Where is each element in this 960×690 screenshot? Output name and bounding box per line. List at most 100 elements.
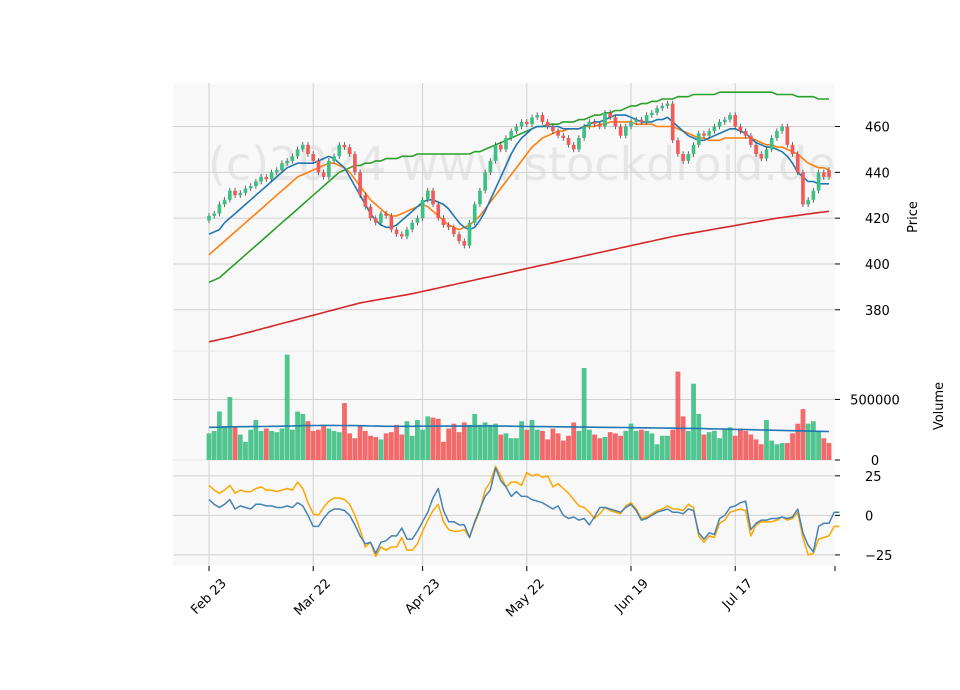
volume-bar (586, 429, 592, 460)
price-axis-title: Price (906, 201, 921, 233)
candle-up (426, 190, 430, 200)
candle-up (696, 133, 701, 145)
candle-down (561, 135, 566, 138)
volume-bar (805, 423, 811, 460)
candle-up (212, 213, 217, 216)
candle-up (811, 190, 816, 200)
candle-up (327, 160, 331, 177)
price-tick-label: 400 (865, 258, 890, 273)
candle-up (274, 170, 279, 173)
volume-bar (472, 413, 478, 460)
candle-down (613, 117, 618, 127)
volume-bar (639, 429, 644, 460)
oscillator-lines (208, 465, 840, 558)
candle-up (493, 144, 498, 161)
candle-down (785, 126, 790, 145)
volume-bar (717, 438, 722, 460)
volume-bar (461, 422, 467, 460)
volume-bar (362, 430, 368, 460)
candle-down (353, 154, 357, 173)
x-tick-label: Mar 22 (291, 576, 334, 619)
candle-up (603, 112, 607, 127)
candlesticks (207, 100, 831, 249)
price-tick-label: 380 (865, 304, 890, 319)
oscillator-line-osc_b (208, 467, 840, 555)
volume-bar (513, 438, 519, 460)
volume-tick-label: 0 (871, 454, 879, 469)
volume-bar (592, 434, 597, 460)
candle-up (285, 160, 289, 164)
volume-bar (237, 434, 243, 460)
candle-up (478, 190, 482, 205)
volume-bar (300, 413, 306, 460)
volume-bar (498, 434, 504, 460)
candle-up (623, 126, 628, 136)
candle-down (754, 144, 758, 155)
volume-bar (493, 423, 498, 460)
candle-up (717, 121, 722, 127)
candle-down (436, 204, 441, 219)
volume-bar (394, 424, 399, 460)
volume-bar (404, 421, 410, 460)
candle-down (431, 190, 435, 205)
candle-up (259, 176, 263, 182)
candle-down (702, 133, 706, 136)
candle-up (806, 199, 810, 205)
candle-up (665, 103, 670, 106)
volume-bar (581, 367, 587, 460)
volume-bar (305, 421, 311, 460)
volume-bar (331, 430, 337, 460)
candle-up (629, 121, 633, 127)
candle-down (384, 213, 388, 216)
volume-bar (779, 443, 785, 460)
volume-bar (284, 354, 290, 460)
x-tick-label: Apr 23 (402, 576, 443, 617)
volume-bar (279, 428, 285, 460)
volume-bar (420, 429, 426, 460)
ma-short-line (208, 114, 829, 235)
volume-bars (206, 354, 832, 460)
candle-up (332, 156, 336, 161)
candle-up (405, 229, 409, 237)
volume-bar (482, 422, 488, 460)
volume-bar (243, 441, 248, 460)
volume-bar (352, 438, 358, 460)
volume-bar (248, 429, 254, 460)
volume-bar (295, 411, 300, 460)
volume-bar (701, 434, 707, 460)
volume-bar (732, 435, 738, 460)
volume-bar (628, 423, 634, 460)
volume-bar (467, 424, 472, 460)
volume-bar (738, 428, 743, 460)
candle-up (780, 126, 784, 132)
volume-bar (347, 433, 353, 460)
volume-bar (388, 432, 394, 460)
volume-bar (321, 426, 327, 460)
candle-down (749, 135, 753, 145)
candle-up (483, 172, 487, 191)
candle-down (399, 234, 404, 237)
candle-down (540, 115, 545, 122)
volume-bar (342, 403, 347, 460)
volume-bar (597, 438, 603, 460)
candle-down (551, 126, 555, 132)
volume-bar (670, 429, 676, 460)
candle-up (655, 108, 659, 113)
volume-bar (435, 418, 441, 460)
volume-bar (769, 440, 775, 460)
volume-bar (487, 424, 493, 460)
oscillator-tick-label: 0 (865, 509, 873, 524)
volume-bar (409, 435, 415, 460)
volume-bar (383, 433, 389, 460)
volume-bar (524, 429, 530, 460)
candle-up (712, 126, 717, 132)
candle-down (571, 144, 576, 150)
volume-bar (289, 429, 295, 460)
volume-bar (602, 436, 608, 460)
candle-up (691, 144, 696, 155)
candle-down (801, 172, 805, 205)
candle-up (728, 115, 732, 120)
volume-bar (534, 429, 540, 460)
volume-bar (727, 427, 733, 460)
